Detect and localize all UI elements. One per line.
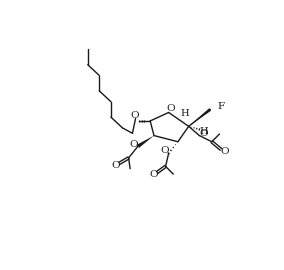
Text: O: O <box>149 170 158 179</box>
Text: O: O <box>111 161 120 170</box>
Text: O: O <box>130 140 138 148</box>
Text: O: O <box>221 147 229 156</box>
Text: O: O <box>199 129 208 138</box>
Text: F: F <box>218 102 225 111</box>
Polygon shape <box>137 136 154 148</box>
Text: H: H <box>199 127 208 136</box>
Text: O: O <box>166 104 174 113</box>
Text: H: H <box>181 109 189 118</box>
Text: O: O <box>160 147 169 156</box>
Polygon shape <box>189 108 211 126</box>
Text: O: O <box>130 111 139 120</box>
